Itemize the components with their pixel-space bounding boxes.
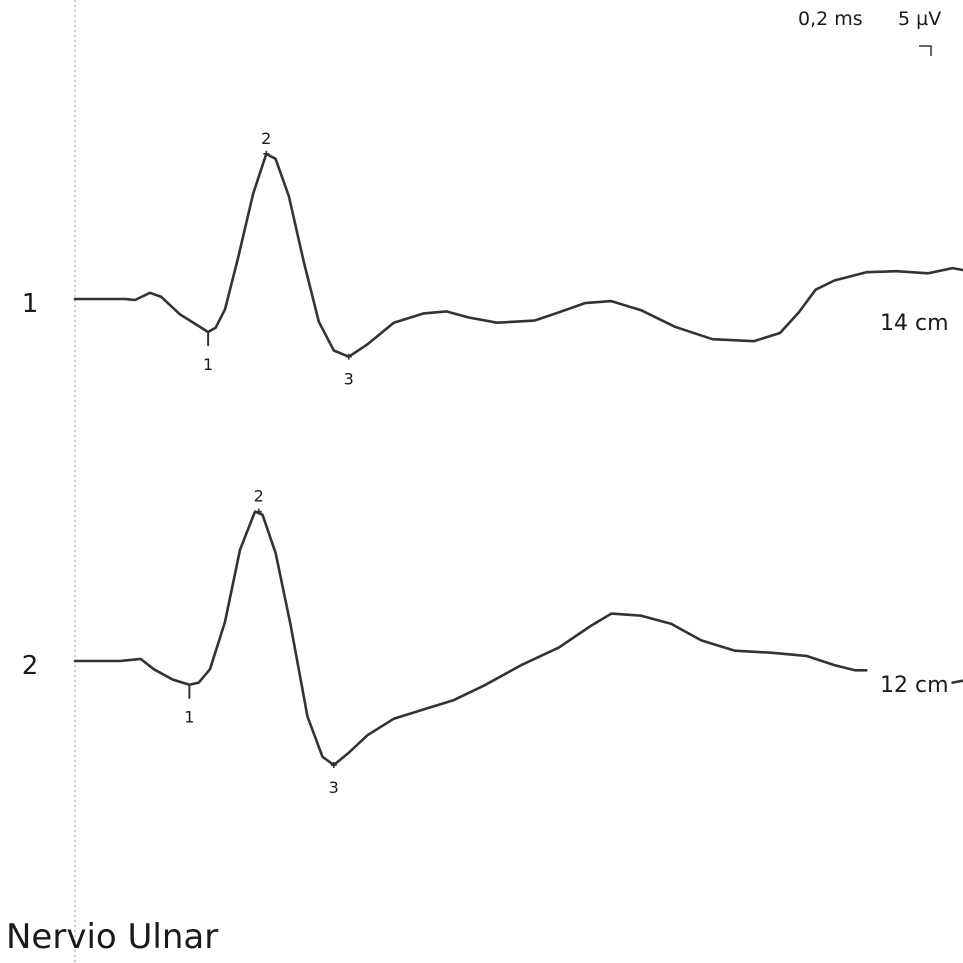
traces-layer: 1 14 cm 1 2 3 2 12 cm 1 2 3: [22, 129, 963, 797]
trace-1-marker-2-label: 2: [261, 129, 271, 148]
time-scale-label: 0,2 ms: [798, 8, 863, 30]
trace-2-line: [73, 510, 868, 767]
trace-1-label: 1: [22, 289, 39, 319]
trace-1-line: [73, 152, 963, 358]
trace-2-tail: [951, 679, 963, 684]
trace-2-distance-label: 12 cm: [880, 673, 949, 698]
trace-2-marker-3-label: 3: [329, 778, 339, 797]
amplitude-scale-label: 5 µV: [898, 8, 941, 30]
scale-bar-icon: [919, 45, 932, 56]
trace-1-distance-label: 14 cm: [880, 311, 949, 336]
chart-title: Nervio Ulnar: [6, 917, 218, 957]
trace-1-marker-2-cross: [263, 150, 270, 157]
trace-2-marker-3-cross: [330, 762, 337, 769]
trace-2-marker-2-cross: [255, 508, 262, 515]
trace-1-marker-3-cross: [345, 353, 352, 360]
trace-2-label: 2: [22, 651, 39, 681]
trace-1-marker-1-label: 1: [203, 355, 213, 374]
trace-1-marker-3-label: 3: [344, 370, 354, 389]
trace-2-marker-2-label: 2: [254, 487, 264, 506]
trace-2-marker-1-label: 1: [184, 708, 194, 727]
